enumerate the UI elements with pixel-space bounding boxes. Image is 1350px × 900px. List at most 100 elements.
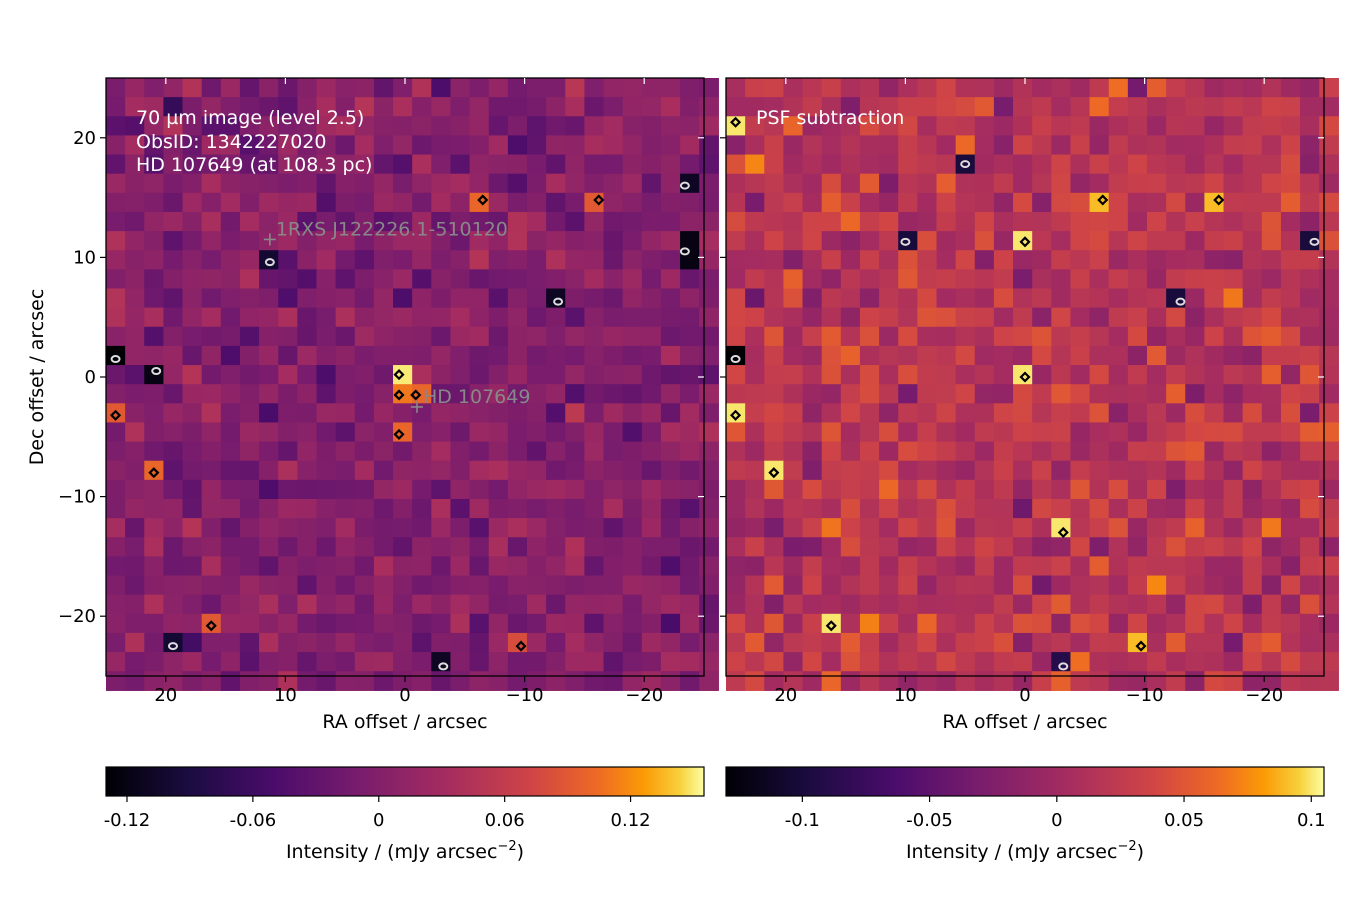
heatmap-cell xyxy=(1108,154,1129,175)
heatmap-cell xyxy=(354,613,375,634)
heatmap-cell xyxy=(316,250,337,270)
heatmap-cell xyxy=(802,135,823,156)
heatmap-cell xyxy=(507,345,528,366)
heatmap-cell xyxy=(163,154,184,175)
heatmap-cell xyxy=(660,288,681,309)
heatmap-cell xyxy=(859,498,880,519)
heatmap-cell xyxy=(1089,479,1110,500)
heatmap-cell xyxy=(859,422,880,443)
heatmap-cell xyxy=(450,632,471,653)
heatmap-cell xyxy=(680,652,700,672)
heatmap-cell xyxy=(802,326,823,347)
heatmap-cell xyxy=(936,345,957,366)
heatmap-cell xyxy=(783,556,804,577)
heatmap-cell xyxy=(1127,135,1148,156)
heatmap-cell xyxy=(488,307,509,328)
heatmap-cell xyxy=(1261,365,1282,385)
heatmap-cell xyxy=(239,594,260,615)
heatmap-cell xyxy=(603,498,624,519)
heatmap-cell xyxy=(603,460,624,481)
heatmap-cell xyxy=(201,116,222,137)
heatmap-cell xyxy=(1300,422,1320,443)
heatmap-cell xyxy=(993,575,1014,596)
heatmap-cell xyxy=(259,192,279,213)
heatmap-cell xyxy=(201,403,222,424)
heatmap-cell xyxy=(802,556,823,577)
heatmap-cell xyxy=(450,192,471,213)
heatmap-cell xyxy=(1280,671,1301,691)
x-tick-label: 0 xyxy=(399,685,410,706)
heatmap-cell xyxy=(565,422,585,443)
heatmap-cell xyxy=(1261,269,1282,290)
heatmap-cell xyxy=(898,518,918,538)
heatmap-cell xyxy=(393,652,413,672)
heatmap-cell xyxy=(1032,479,1052,500)
heatmap-cell xyxy=(1108,288,1129,309)
heatmap-cell xyxy=(603,652,624,672)
heatmap-cell xyxy=(1319,498,1339,519)
heatmap-cell xyxy=(450,365,471,385)
heatmap-cell xyxy=(680,403,700,424)
heatmap-cell xyxy=(660,154,681,175)
heatmap-cell xyxy=(1032,384,1052,404)
heatmap-cell xyxy=(699,632,719,653)
heatmap-cell xyxy=(278,345,298,366)
heatmap-cell xyxy=(699,154,719,175)
heatmap-cell xyxy=(335,594,356,615)
heatmap-cell xyxy=(412,288,432,309)
heatmap-cell xyxy=(507,594,528,615)
heatmap-cell xyxy=(974,307,995,328)
heatmap-cell xyxy=(821,498,842,519)
heatmap-cell xyxy=(354,231,375,251)
heatmap-cell xyxy=(144,613,165,634)
heatmap-cell xyxy=(936,231,957,251)
heatmap-cell xyxy=(974,613,995,634)
heatmap-cell xyxy=(699,78,719,98)
heatmap-cell xyxy=(1223,632,1244,653)
heatmap-cell xyxy=(1146,116,1167,137)
heatmap-cell xyxy=(1319,269,1339,290)
heatmap-cell xyxy=(879,345,899,366)
heatmap-cell xyxy=(821,192,842,213)
heatmap-cell xyxy=(680,537,700,557)
heatmap-cell xyxy=(507,116,528,137)
heatmap-cell xyxy=(1185,575,1205,596)
heatmap-cell xyxy=(106,326,126,347)
heatmap-cell xyxy=(879,479,899,500)
right-colorbar-gradient xyxy=(725,766,1325,797)
heatmap-cell xyxy=(1127,441,1148,462)
heatmap-cell xyxy=(201,250,222,270)
heatmap-cell xyxy=(802,441,823,462)
heatmap-cell xyxy=(641,173,662,194)
heatmap-cell xyxy=(1051,384,1072,404)
heatmap-cell xyxy=(450,518,471,538)
heatmap-cell xyxy=(859,479,880,500)
heatmap-cell xyxy=(1070,403,1091,424)
heatmap-cell xyxy=(993,116,1014,137)
heatmap-cell xyxy=(898,441,918,462)
heatmap-cell xyxy=(783,384,804,404)
heatmap-cell xyxy=(936,575,957,596)
heatmap-cell xyxy=(745,537,765,557)
heatmap-cell xyxy=(144,422,165,443)
heatmap-cell xyxy=(1261,518,1282,538)
heatmap-cell xyxy=(699,556,719,577)
heatmap-cell xyxy=(1204,556,1225,577)
heatmap-cell xyxy=(1185,671,1205,691)
heatmap-cell xyxy=(412,231,432,251)
heatmap-cell xyxy=(526,116,547,137)
heatmap-cell xyxy=(1146,250,1167,270)
heatmap-cell xyxy=(201,518,222,538)
heatmap-cell xyxy=(879,231,899,251)
heatmap-cell xyxy=(1032,116,1052,137)
heatmap-cell xyxy=(699,250,719,270)
heatmap-cell xyxy=(1146,518,1167,538)
heatmap-cell xyxy=(278,307,298,328)
heatmap-cell xyxy=(955,441,976,462)
heatmap-cell xyxy=(144,652,165,672)
heatmap-cell xyxy=(622,460,643,481)
heatmap-cell xyxy=(1108,192,1129,213)
heatmap-cell xyxy=(507,288,528,309)
x-tick-label: 20 xyxy=(774,685,797,706)
heatmap-cell xyxy=(144,575,165,596)
